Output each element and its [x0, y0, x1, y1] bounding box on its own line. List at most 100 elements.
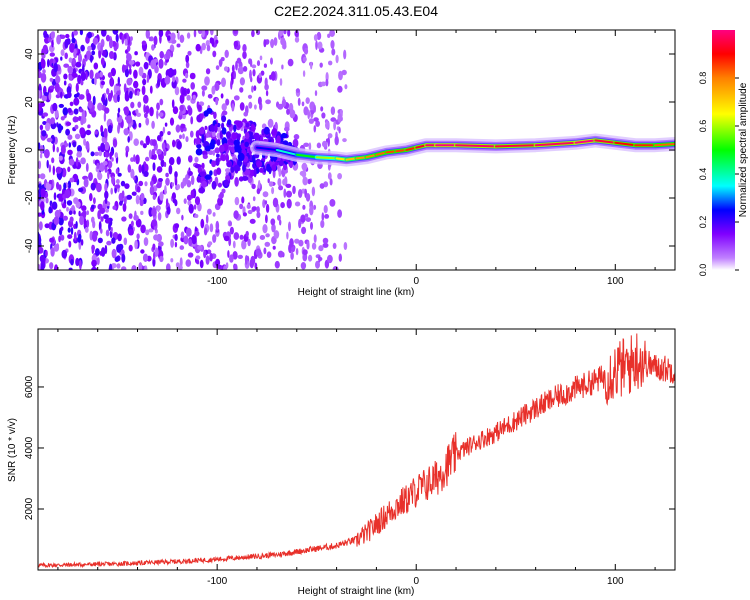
spectrogram-speckle	[131, 265, 137, 270]
spectrogram-speckle	[133, 154, 136, 163]
spectrogram-speckle	[63, 73, 68, 80]
spectrogram-speckle	[78, 240, 82, 250]
spectrogram-speckle	[305, 193, 311, 202]
spectrogram-speckle	[327, 254, 333, 264]
spectrogram-speckle	[55, 166, 62, 174]
spectrogram-speckle	[274, 161, 278, 167]
spectrogram-speckle	[78, 187, 84, 193]
spectrogram-speckle	[75, 221, 78, 229]
spectrogram-speckle	[79, 215, 85, 226]
y-tick-label: -40	[24, 238, 35, 253]
spectrogram-speckle	[43, 30, 48, 38]
spectrogram-speckle	[268, 181, 274, 187]
spectrogram-speckle	[176, 156, 181, 165]
spectrogram-speckle	[126, 53, 132, 62]
spectrogram-speckle	[87, 31, 92, 39]
spectrogram-speckle	[121, 216, 127, 222]
spectrogram-speckle	[126, 77, 133, 86]
spectrogram-speckle	[191, 175, 195, 186]
spectrogram-speckle	[278, 167, 282, 177]
spectrogram-speckle	[181, 214, 184, 221]
spectrogram-speckle	[158, 112, 164, 117]
spectrogram-speckle	[313, 104, 317, 113]
spectrogram-speckle	[109, 38, 113, 49]
spectrogram-speckle	[242, 44, 247, 53]
spectrogram-speckle	[49, 262, 54, 270]
spectrogram-speckle	[157, 205, 160, 213]
spectrogram-speckle	[302, 56, 307, 62]
spectrogram-speckle	[151, 148, 156, 156]
spectrogram-speckle	[110, 226, 113, 233]
spectrogram-speckle	[104, 141, 110, 151]
spectrogram-speckle	[321, 212, 325, 222]
spectrogram-speckle	[265, 99, 271, 105]
spectrogram-speckle	[204, 125, 208, 130]
spectrogram-speckle	[255, 248, 262, 257]
x-tick-label: 100	[607, 276, 624, 287]
spectrogram-speckle	[136, 90, 140, 96]
spectrogram-speckle	[38, 263, 41, 270]
spectrogram-speckle	[87, 124, 91, 129]
spectrogram-speckle	[92, 37, 99, 45]
spectrogram-speckle	[279, 30, 284, 37]
spectrogram-speckle	[267, 178, 270, 184]
spectrogram-speckle	[125, 150, 129, 158]
spectrogram-speckle	[195, 148, 203, 156]
spectrogram-speckle	[324, 214, 330, 219]
spectrogram-speckle	[225, 262, 229, 269]
spectrogram-speckle	[88, 172, 93, 182]
spectrogram-speckle	[103, 112, 107, 122]
spectrogram-speckle	[116, 179, 120, 184]
spectrogram-speckle	[246, 204, 251, 209]
spectrogram-speckle	[130, 157, 135, 163]
spectrogram-speckle	[175, 124, 181, 133]
spectrogram-speckle	[196, 144, 202, 149]
spectrogram-speckle	[143, 237, 149, 247]
spectrogram-speckle	[92, 220, 96, 229]
spectrogram-ridge-core	[594, 139, 617, 144]
spectrogram-speckle	[217, 197, 224, 206]
spectrogram-speckle	[171, 99, 175, 109]
spectrogram-speckle	[223, 179, 229, 187]
spectrogram-ridge-core	[315, 156, 338, 160]
spectrogram-speckle	[307, 178, 312, 185]
spectrogram-speckle	[233, 210, 239, 220]
spectrogram-speckle	[216, 167, 222, 175]
spectrogram-speckle	[70, 227, 74, 235]
spectrogram-speckle	[217, 182, 222, 188]
spectrogram-speckle	[313, 117, 319, 122]
spectrogram-speckle	[218, 59, 223, 66]
spectrogram-speckle	[220, 93, 224, 99]
spectrogram-speckle	[104, 197, 108, 205]
spectrogram-speckle	[313, 125, 317, 133]
spectrogram-speckle	[40, 201, 45, 211]
spectrogram-speckle	[337, 85, 343, 93]
spectrogram-speckle	[239, 87, 244, 93]
spectrogram-speckle	[214, 147, 220, 154]
spectrogram-speckle	[216, 139, 221, 146]
spectrogram-speckle	[91, 50, 96, 56]
spectrogram-speckle	[96, 162, 100, 170]
spectrogram-speckle	[304, 213, 309, 218]
spectrogram-speckle	[303, 47, 309, 55]
spectrogram-speckle	[298, 239, 304, 247]
spectrogram-speckle	[164, 75, 171, 85]
spectrogram-speckle	[56, 122, 59, 128]
spectrogram-speckle	[56, 146, 59, 153]
spectrogram-speckle	[64, 52, 68, 60]
spectrogram-speckle	[207, 150, 214, 156]
spectrogram-speckle	[78, 210, 81, 217]
spectrogram-speckle	[276, 135, 281, 145]
spectrogram-ridge-core	[614, 141, 637, 147]
spectrogram-speckle	[151, 207, 157, 217]
spectrogram-speckle	[70, 259, 74, 266]
spectrogram-speckle	[266, 251, 272, 258]
spectrogram-speckle	[193, 204, 197, 210]
spectrogram-speckle	[84, 54, 87, 59]
spectrogram-speckle	[227, 119, 232, 126]
spectrogram-speckle	[229, 226, 234, 235]
spectrogram-speckle	[205, 68, 211, 75]
spectrogram-speckle	[104, 107, 110, 114]
spectrogram-speckle	[90, 182, 96, 191]
spectrogram-speckle	[264, 241, 271, 247]
